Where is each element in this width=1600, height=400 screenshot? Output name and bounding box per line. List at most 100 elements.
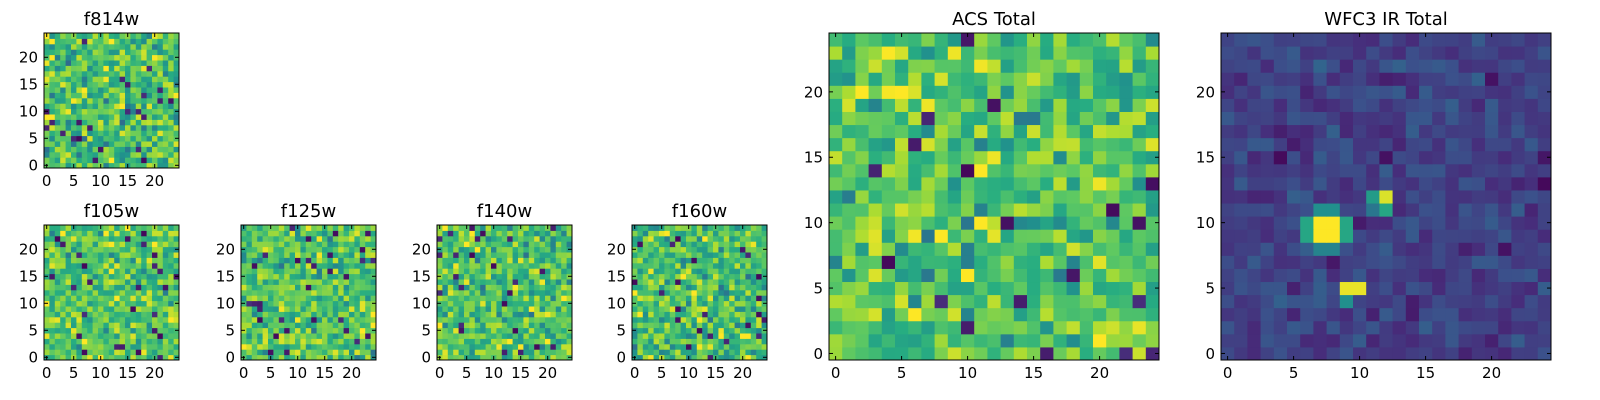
heatmap-cell: [1106, 333, 1120, 348]
heatmap-cell: [268, 295, 274, 302]
heatmap-cell: [157, 273, 164, 280]
heatmap-cell: [262, 300, 269, 307]
heatmap-cell: [125, 81, 131, 88]
heatmap-cell: [119, 322, 126, 329]
heatmap-cell: [1485, 242, 1499, 256]
heatmap-cell: [81, 87, 88, 93]
heatmap-cell: [354, 311, 361, 318]
heatmap-cell: [44, 268, 50, 275]
heatmap-cell: [1537, 176, 1552, 191]
heatmap-cell: [1106, 33, 1120, 47]
heatmap-cell: [44, 322, 50, 329]
heatmap-cell: [534, 311, 541, 318]
heatmap-cell: [1079, 46, 1094, 60]
heatmap-cell: [141, 327, 148, 334]
heatmap-cell: [718, 289, 725, 296]
heatmap-cell: [92, 87, 99, 93]
heatmap-cell: [1353, 216, 1367, 230]
heatmap-cell: [745, 225, 752, 231]
heatmap-cell: [1511, 150, 1526, 165]
heatmap-cell: [961, 163, 975, 178]
heatmap-cell: [1458, 333, 1473, 348]
heatmap-cell: [528, 338, 535, 345]
heatmap-cell: [157, 38, 164, 45]
heatmap-cell: [987, 137, 1002, 152]
heatmap-cell: [1313, 203, 1328, 217]
heatmap-cell: [1000, 85, 1015, 99]
heatmap-cell: [119, 246, 126, 253]
heatmap-cell: [332, 349, 339, 356]
heatmap-cell: [92, 262, 99, 269]
heatmap-cell: [135, 141, 142, 147]
heatmap-cell: [1353, 46, 1367, 60]
heatmap-cell: [81, 300, 88, 307]
heatmap-cell: [327, 300, 334, 307]
heatmap-cell: [343, 295, 350, 302]
heatmap-cell: [974, 59, 988, 73]
heatmap-cell: [76, 225, 83, 231]
x-tick-label: 15: [706, 364, 725, 382]
heatmap-cell: [76, 306, 83, 312]
heatmap-cell: [119, 119, 126, 126]
heatmap-cell: [1066, 59, 1081, 73]
heatmap-cell: [349, 252, 355, 258]
heatmap-cell: [723, 295, 730, 302]
heatmap-cell: [119, 33, 126, 39]
heatmap-cell: [246, 338, 253, 345]
heatmap-cell: [740, 279, 746, 285]
heatmap-cell: [92, 60, 99, 66]
heatmap-cell: [370, 257, 377, 264]
heatmap-cell: [130, 338, 137, 345]
heatmap-cell: [44, 289, 50, 296]
heatmap-cell: [1132, 294, 1147, 309]
heatmap-cell: [311, 246, 318, 253]
heatmap-cell: [518, 338, 524, 345]
heatmap-cell: [653, 279, 660, 285]
heatmap-cell: [71, 119, 77, 126]
heatmap-cell: [1079, 111, 1094, 126]
heatmap-cell: [76, 349, 83, 356]
heatmap-cell: [469, 349, 476, 356]
heatmap-cell: [550, 343, 557, 350]
heatmap-cell: [691, 235, 698, 242]
heatmap-cell: [262, 284, 269, 291]
heatmap-cell: [1013, 163, 1028, 178]
heatmap-cell: [152, 60, 158, 66]
heatmap-cell: [1053, 268, 1068, 283]
heatmap-cell: [1287, 255, 1301, 269]
heatmap-cell: [92, 124, 99, 131]
heatmap-cell: [119, 289, 126, 296]
heatmap-cell: [680, 268, 687, 275]
heatmap-cell: [961, 176, 975, 191]
heatmap-cell: [961, 203, 975, 217]
heatmap-cell: [713, 311, 719, 318]
heatmap-cell: [480, 257, 487, 264]
heatmap-cell: [60, 257, 67, 264]
heatmap-cell: [507, 306, 514, 312]
heatmap-cell: [338, 349, 345, 356]
heatmap-cell: [1498, 189, 1512, 204]
heatmap-cell: [125, 130, 131, 137]
heatmap-cell: [268, 284, 274, 291]
heatmap-cell: [343, 343, 350, 350]
heatmap-cell: [49, 151, 56, 158]
heatmap-cell: [713, 343, 719, 350]
heatmap-cell: [555, 246, 562, 253]
heatmap-cell: [1273, 346, 1288, 361]
heatmap-cell: [447, 241, 454, 248]
heatmap-cell: [718, 311, 725, 318]
heatmap-cell: [108, 322, 115, 329]
heatmap-cell: [1106, 216, 1120, 230]
heatmap-cell: [152, 252, 158, 258]
heatmap-cell: [469, 354, 476, 361]
heatmap-cell: [729, 241, 736, 248]
heatmap-cell: [370, 295, 377, 302]
heatmap-cell: [332, 289, 339, 296]
heatmap-cell: [54, 354, 61, 361]
heatmap-cell: [447, 257, 454, 264]
heatmap-cell: [311, 300, 318, 307]
heatmap-cell: [1066, 111, 1081, 126]
heatmap-cell: [1445, 137, 1460, 152]
heatmap-cell: [1353, 85, 1367, 99]
heatmap-cell: [354, 289, 361, 296]
